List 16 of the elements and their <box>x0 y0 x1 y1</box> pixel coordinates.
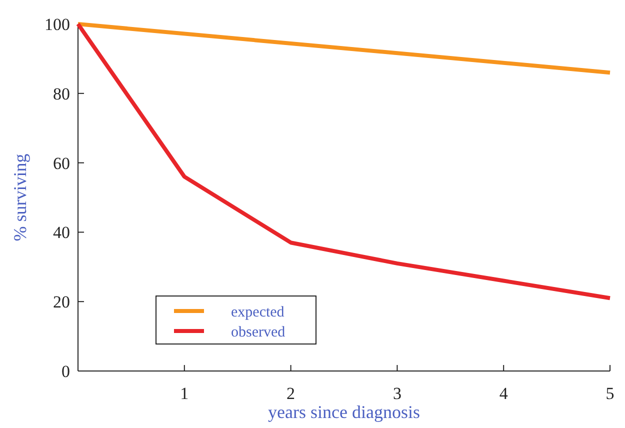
x-axis-title: years since diagnosis <box>268 402 420 422</box>
x-tick-label: 3 <box>392 384 402 403</box>
x-tick-label: 5 <box>606 384 614 403</box>
y-tick-label: 20 <box>53 292 70 312</box>
line-series <box>76 22 612 300</box>
x-tick-label: 2 <box>286 384 296 403</box>
y-tick-label: 40 <box>53 223 70 242</box>
x-tick-label: 4 <box>499 384 508 403</box>
x-tick-label: 1 <box>180 384 189 403</box>
y-tick-label: 80 <box>53 84 70 104</box>
legend-label: observed <box>231 324 286 340</box>
y-tick-label: 0 <box>62 362 70 381</box>
y-tick-label: 100 <box>44 14 70 34</box>
y-axis-title: % surviving <box>10 154 30 242</box>
y-tick-label: 60 <box>53 154 70 173</box>
legend-label: expected <box>231 304 285 320</box>
